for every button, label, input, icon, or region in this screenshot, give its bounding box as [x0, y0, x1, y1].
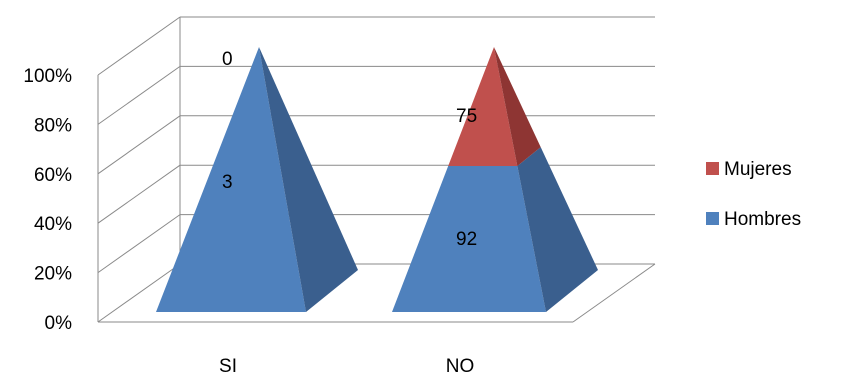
data-label: 92	[456, 229, 477, 250]
legend-swatch	[706, 212, 719, 225]
x-category-label: NO	[446, 356, 475, 374]
pyramid-segment-front	[156, 47, 306, 312]
y-tick-label: 20%	[34, 264, 72, 285]
data-label: 75	[456, 106, 477, 127]
gridline-diagonal	[97, 263, 181, 323]
gridline-diagonal	[97, 115, 181, 175]
legend-label: Mujeres	[724, 159, 792, 180]
gridline-diagonal	[97, 164, 181, 224]
pyramid-segment-side	[494, 47, 541, 167]
data-label: 3	[222, 172, 233, 193]
legend-swatch	[706, 162, 719, 175]
pyramid-segment-side	[517, 147, 598, 312]
pyramid-segment-front	[448, 47, 518, 167]
gridline-diagonal	[97, 214, 181, 274]
y-tick-label: 40%	[34, 214, 72, 235]
gridline-diagonal	[97, 65, 181, 125]
pyramid-segment-side	[259, 47, 358, 312]
y-tick-label: 80%	[34, 115, 72, 136]
y-tick-label: 0%	[45, 313, 73, 334]
legend-label: Hombres	[724, 209, 801, 230]
gridline-diagonal	[97, 16, 181, 76]
data-label: 0	[222, 49, 233, 70]
pyramid-segment-front	[392, 166, 546, 312]
floor-right-edge	[572, 263, 656, 323]
y-tick-label: 60%	[34, 165, 72, 186]
x-category-label: SI	[219, 356, 237, 374]
y-tick-label: 100%	[23, 66, 72, 87]
